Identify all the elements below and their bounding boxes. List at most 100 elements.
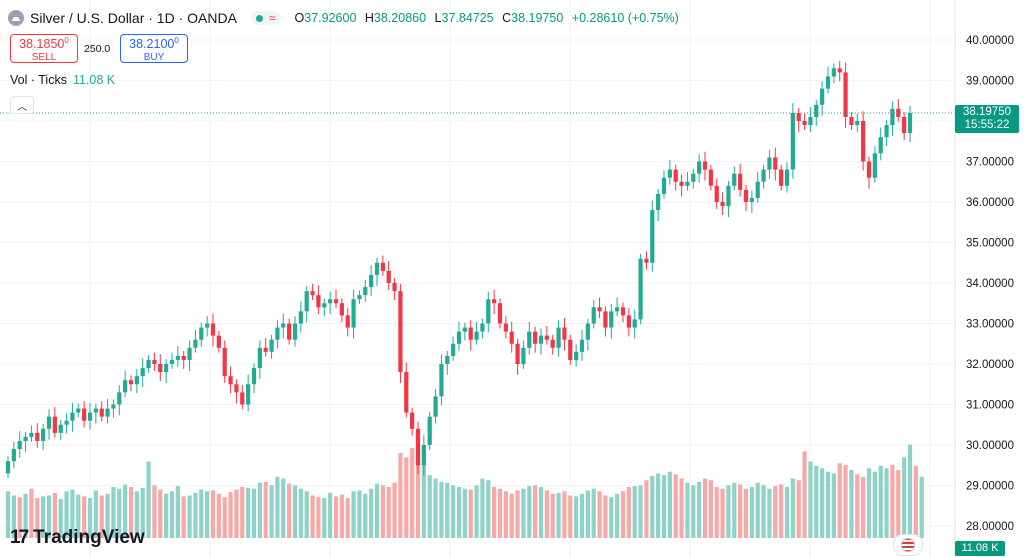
price-axis[interactable]: 40.0000039.0000038.0000037.0000036.00000… xyxy=(954,0,1014,557)
candle-body xyxy=(427,416,432,445)
wave-icon: ≈ xyxy=(268,11,276,25)
volume-bar xyxy=(386,487,391,538)
volume-bar xyxy=(462,488,467,538)
volume-bar xyxy=(761,485,766,538)
candle-body xyxy=(228,376,233,385)
volume-bar xyxy=(773,486,778,538)
candle-body xyxy=(831,68,836,77)
y-tick-label: 35.00000 xyxy=(966,238,1014,250)
y-tick-label: 36.00000 xyxy=(966,197,1014,209)
symbol-title[interactable]: Silver / U.S. Dollar · 1D · OANDA xyxy=(30,10,237,26)
candle-body xyxy=(802,121,807,126)
candle-body xyxy=(456,331,462,344)
volume-bar xyxy=(726,485,731,538)
candle-body xyxy=(17,440,22,450)
volume-bar xyxy=(146,461,151,538)
volume-bar xyxy=(87,498,93,538)
volume-bar xyxy=(275,476,280,538)
volume-bar xyxy=(626,487,631,538)
candle-body xyxy=(820,88,825,105)
candle-body xyxy=(720,202,725,207)
candle-body xyxy=(538,335,544,344)
volume-bar xyxy=(620,491,626,538)
candle-body xyxy=(702,161,708,170)
candle-body xyxy=(35,432,40,441)
candle-body xyxy=(46,416,52,429)
trade-panel: 38.18500 SELL 250.0 38.21000 BUY xyxy=(10,34,188,63)
candle-body xyxy=(597,307,602,312)
candle-body xyxy=(257,347,262,369)
volume-bar xyxy=(884,468,889,538)
candle-body xyxy=(52,416,57,433)
volume-bar xyxy=(328,492,333,538)
candle-body xyxy=(497,303,503,324)
candle-body xyxy=(374,262,380,275)
volume-bar xyxy=(486,480,491,538)
volume-bar xyxy=(181,496,186,538)
collapse-legend-button[interactable]: ︿ xyxy=(10,96,34,114)
candle-body xyxy=(738,173,743,190)
volume-bar xyxy=(574,496,579,538)
volume-bar xyxy=(556,492,561,538)
candle-body xyxy=(579,339,585,352)
candle-body xyxy=(591,307,596,324)
candle-body xyxy=(328,299,333,304)
volume-bar xyxy=(603,495,608,538)
buy-button[interactable]: 38.21000 BUY xyxy=(120,34,188,63)
volume-bar xyxy=(902,457,907,538)
candle-body xyxy=(351,299,356,328)
volume-bar xyxy=(503,491,508,538)
volume-legend[interactable]: Vol · Ticks 11.08 K xyxy=(10,73,116,87)
tradingview-logo[interactable]: 17 TradingView xyxy=(10,527,145,548)
candle-body xyxy=(111,404,116,409)
volume-bar xyxy=(755,482,760,538)
candle-body xyxy=(5,461,11,474)
ohlc-values: O37.92600 H38.20860 L37.84725 C38.19750 … xyxy=(294,11,679,25)
candle-body xyxy=(585,323,590,340)
market-open-icon xyxy=(255,14,263,22)
volume-bar xyxy=(41,496,46,538)
volume-bar xyxy=(35,498,40,538)
volume-bar xyxy=(415,455,421,538)
us-flag-icon[interactable] xyxy=(893,534,923,556)
candle-body xyxy=(638,258,643,320)
candle-body xyxy=(404,372,409,413)
candle-body xyxy=(550,339,555,348)
volume-bar xyxy=(339,494,344,538)
market-status[interactable]: ≈ xyxy=(250,11,281,25)
candle-body xyxy=(333,299,339,304)
candle-body xyxy=(761,169,766,182)
sell-button[interactable]: 38.18500 SELL xyxy=(10,34,78,63)
candle-body xyxy=(451,343,456,356)
volume-bar xyxy=(492,487,497,538)
volume-bar xyxy=(210,490,216,538)
volume-bar xyxy=(374,483,380,538)
candlesticks xyxy=(5,61,913,479)
volume-bar xyxy=(29,488,34,538)
volume-bar xyxy=(193,492,198,538)
candle-body xyxy=(240,392,245,405)
candle-body xyxy=(708,169,713,186)
volume-bar xyxy=(99,495,104,538)
volume-bar xyxy=(544,490,549,538)
candle-body xyxy=(650,210,655,263)
volume-bar xyxy=(105,493,110,538)
volume-bar xyxy=(568,495,573,538)
volume-bar xyxy=(866,468,872,538)
volume-bar xyxy=(199,489,204,538)
volume-bar xyxy=(533,485,538,538)
volume-bar xyxy=(890,464,895,538)
volume-bar xyxy=(205,491,210,538)
candle-body xyxy=(222,347,227,377)
candle-body xyxy=(533,331,538,344)
y-tick-label: 39.00000 xyxy=(966,76,1014,88)
candle-body xyxy=(64,420,69,425)
candle-body xyxy=(199,327,204,340)
candle-body xyxy=(82,408,87,421)
volume-bar xyxy=(650,475,655,538)
candle-body xyxy=(187,347,192,360)
volume-bar xyxy=(439,481,444,538)
candle-body xyxy=(210,323,216,336)
candle-body xyxy=(878,137,883,154)
